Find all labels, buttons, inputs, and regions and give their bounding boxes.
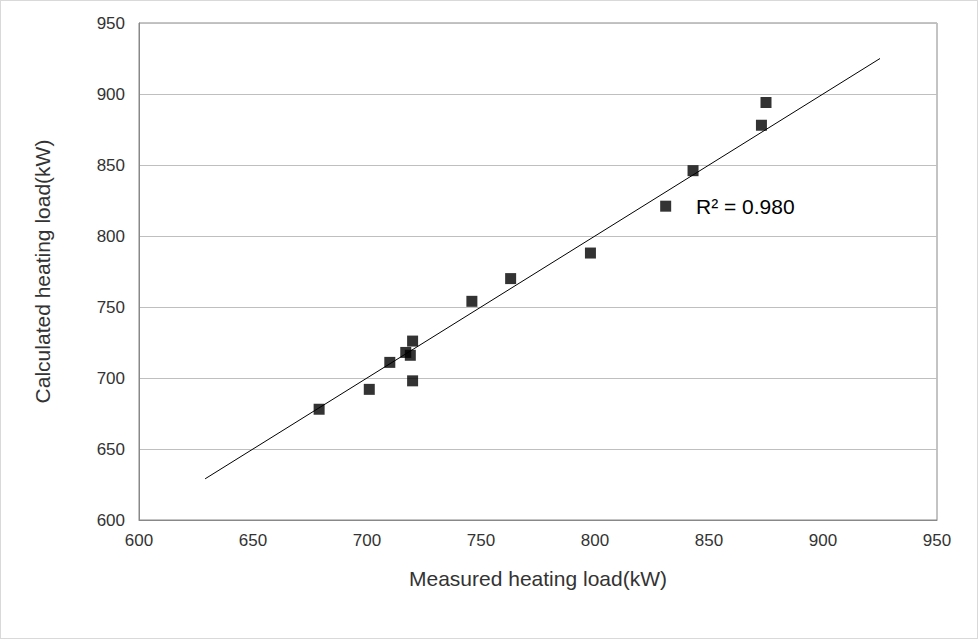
svg-text:900: 900 bbox=[97, 85, 125, 104]
svg-text:650: 650 bbox=[97, 440, 125, 459]
svg-text:650: 650 bbox=[239, 531, 267, 550]
svg-text:950: 950 bbox=[97, 14, 125, 33]
svg-text:700: 700 bbox=[353, 531, 381, 550]
svg-text:Measured heating load(kW): Measured heating load(kW) bbox=[409, 567, 667, 590]
svg-text:850: 850 bbox=[695, 531, 723, 550]
svg-text:850: 850 bbox=[97, 156, 125, 175]
svg-text:800: 800 bbox=[97, 227, 125, 246]
svg-text:700: 700 bbox=[97, 369, 125, 388]
svg-text:800: 800 bbox=[581, 531, 609, 550]
svg-text:950: 950 bbox=[923, 531, 951, 550]
svg-text:750: 750 bbox=[467, 531, 495, 550]
svg-text:Calculated heating load(kW): Calculated heating load(kW) bbox=[31, 140, 54, 404]
svg-text:900: 900 bbox=[809, 531, 837, 550]
svg-text:750: 750 bbox=[97, 298, 125, 317]
svg-text:600: 600 bbox=[125, 531, 153, 550]
svg-text:600: 600 bbox=[97, 511, 125, 530]
svg-text:R² = 0.980: R² = 0.980 bbox=[696, 195, 795, 218]
